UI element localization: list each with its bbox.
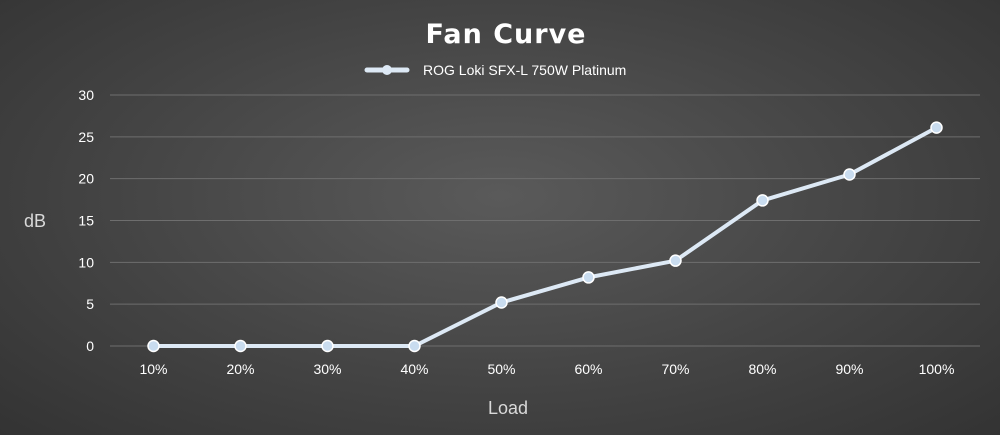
chart-title: Fan Curve <box>426 19 587 50</box>
x-tick-label: 60% <box>574 361 602 377</box>
gridlines <box>110 94 980 347</box>
y-tick-label: 10 <box>78 254 94 270</box>
x-tick-label: 40% <box>400 361 428 377</box>
data-point <box>756 194 769 207</box>
y-tick-label: 15 <box>78 213 94 229</box>
data-point <box>321 339 334 353</box>
y-tick-label: 20 <box>78 171 94 187</box>
x-tick-label: 80% <box>748 361 776 377</box>
y-tick-label: 5 <box>86 296 94 312</box>
x-axis-title: Load <box>488 398 528 418</box>
x-tick-label: 70% <box>661 361 689 377</box>
legend-label: ROG Loki SFX-L 750W Platinum <box>423 62 626 78</box>
series-line <box>151 125 939 348</box>
legend: ROG Loki SFX-L 750W Platinum <box>364 62 626 78</box>
data-point <box>669 254 682 267</box>
data-point <box>582 271 595 284</box>
x-tick-label: 90% <box>835 361 863 377</box>
y-tick-label: 0 <box>86 338 94 354</box>
x-tick-label: 100% <box>919 361 955 377</box>
data-point <box>495 296 508 309</box>
x-tick-label: 20% <box>226 361 254 377</box>
y-tick-label: 30 <box>78 87 94 103</box>
x-axis-ticks: 10% 20% 30% 40% 50% 60% 70% 80% 90% 100% <box>139 361 954 377</box>
data-point <box>843 168 856 181</box>
data-point <box>234 339 247 353</box>
x-tick-label: 50% <box>487 361 515 377</box>
x-tick-label: 10% <box>139 361 167 377</box>
data-point <box>930 121 943 134</box>
data-point <box>408 339 421 353</box>
legend-marker <box>382 65 392 75</box>
data-point <box>147 339 160 353</box>
y-axis-ticks: 0 5 10 15 20 25 30 <box>78 87 94 354</box>
y-axis-title: dB <box>24 211 46 231</box>
y-tick-label: 25 <box>78 129 94 145</box>
series-line-group <box>147 121 943 353</box>
x-tick-label: 30% <box>313 361 341 377</box>
